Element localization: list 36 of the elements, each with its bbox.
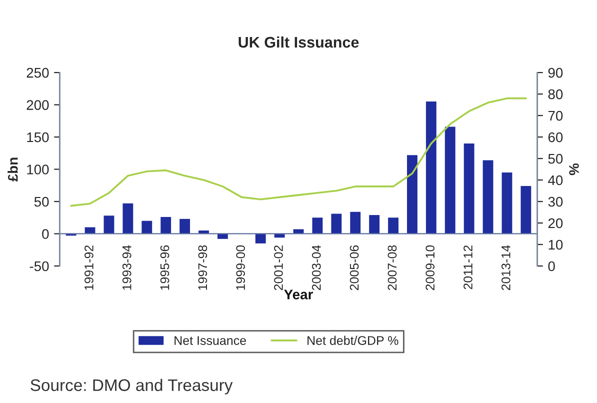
y-tick-label: 100	[27, 164, 49, 174]
x-tick-label: 1993-94	[122, 245, 132, 290]
legend-label: Net Issuance	[174, 336, 246, 345]
y2-tick-label: 10	[548, 240, 563, 250]
y-tick-label: 250	[26, 68, 49, 78]
y-tick-label: -50	[30, 261, 49, 272]
y2-tick-label: 90	[548, 68, 563, 78]
legend-label: Net debt/GDP %	[308, 336, 398, 345]
source-note: Source: DMO and Treasury	[30, 378, 233, 394]
x-tick-label: 2009-10	[426, 245, 435, 290]
y-tick-label: 0	[42, 229, 49, 239]
x-tick-label: 1997-98	[198, 245, 208, 290]
y2-tick-label: 40	[548, 175, 563, 186]
x-tick-label: 2005-06	[350, 245, 359, 290]
y2-tick-label: 30	[548, 196, 563, 207]
x-tick-label: 2003-04	[312, 245, 321, 290]
x-tick-label: 2007-08	[388, 245, 397, 290]
x-tick-label: 1995-96	[160, 245, 170, 290]
y2-tick-label: 0	[548, 261, 555, 272]
y2-tick-label: 50	[548, 154, 563, 164]
y2-tick-label: 60	[548, 132, 563, 142]
x-tick-label: 2001-02	[274, 245, 283, 290]
y-tick-label: 200	[26, 100, 49, 110]
x-tick-label: 1991-92	[84, 245, 94, 290]
y-axis-title: £bn	[8, 158, 18, 182]
y2-tick-label: 70	[548, 110, 563, 121]
x-tick-label: 1999-00	[236, 245, 245, 290]
y2-axis-title: %	[569, 163, 579, 176]
y2-tick-label: 20	[548, 218, 563, 228]
y2-tick-label: 80	[548, 89, 563, 100]
x-tick-label: 2013-14	[501, 245, 510, 290]
y-tick-label: 150	[27, 132, 49, 142]
x-axis-title: Year	[284, 290, 313, 300]
y-tick-label: 50	[34, 196, 49, 207]
x-tick-label: 2011-12	[464, 245, 472, 290]
chart-title: UK Gilt Issuance	[238, 36, 359, 48]
